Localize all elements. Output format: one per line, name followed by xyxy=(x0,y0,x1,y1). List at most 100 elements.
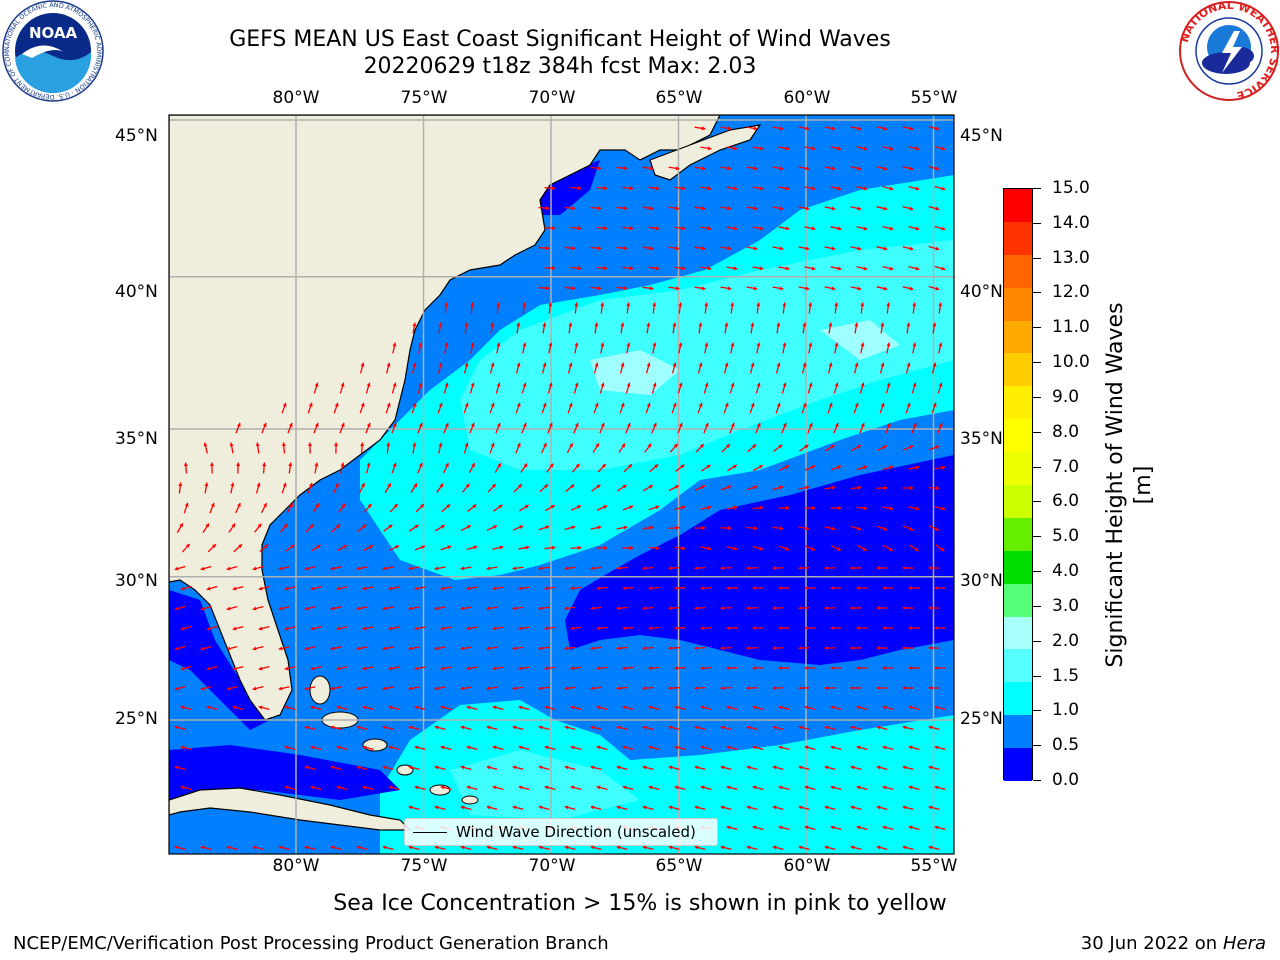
wave-direction-arrow xyxy=(434,686,446,691)
wave-direction-arrow xyxy=(489,442,495,454)
wave-direction-arrow xyxy=(617,484,627,492)
legend-line-icon xyxy=(413,832,447,833)
colorbar-segment xyxy=(1004,287,1032,322)
wave-direction-arrow xyxy=(856,625,868,631)
wave-direction-arrow xyxy=(590,206,602,211)
wave-direction-arrow xyxy=(911,382,917,394)
colorbar-segment xyxy=(1004,715,1032,749)
colorbar-segment xyxy=(1004,748,1032,782)
wave-direction-arrow xyxy=(209,502,215,514)
wave-direction-arrow xyxy=(746,686,758,691)
wave-direction-arrow xyxy=(518,705,530,710)
wave-direction-arrow xyxy=(830,465,842,471)
colorbar-tick xyxy=(1033,640,1041,642)
wave-direction-arrow xyxy=(700,586,712,591)
wave-direction-arrow xyxy=(181,543,191,553)
bahamas-island xyxy=(429,784,451,796)
wave-direction-arrow xyxy=(180,705,192,710)
colorbar-tick xyxy=(1033,396,1041,398)
wave-direction-arrow xyxy=(856,465,868,471)
wave-direction-arrow xyxy=(928,245,940,251)
wave-direction-arrow xyxy=(772,286,784,291)
wave-direction-arrow xyxy=(434,725,446,730)
wave-direction-arrow xyxy=(408,686,420,691)
wave-direction-arrow xyxy=(493,504,503,512)
wave-direction-arrow xyxy=(434,566,446,571)
wave-direction-arrow xyxy=(828,322,833,334)
wave-direction-arrow xyxy=(255,482,261,494)
lon-label-bottom: 80°W xyxy=(272,856,320,876)
wave-direction-arrow xyxy=(567,362,573,374)
wave-direction-arrow xyxy=(252,845,264,850)
wave-direction-arrow xyxy=(778,266,790,271)
wave-direction-arrow xyxy=(338,503,346,513)
wave-direction-arrow xyxy=(747,443,757,453)
wave-direction-arrow xyxy=(414,626,426,631)
colorbar-tick xyxy=(1033,675,1041,677)
wave-direction-arrow xyxy=(174,565,186,571)
wave-direction-arrow xyxy=(935,544,945,552)
wave-direction-arrow xyxy=(646,322,651,334)
wave-direction-arrow xyxy=(726,546,738,551)
wave-direction-arrow xyxy=(590,686,602,691)
wave-direction-arrow xyxy=(808,302,813,314)
wave-direction-arrow xyxy=(512,525,524,531)
wave-direction-arrow xyxy=(934,785,946,790)
colorbar-segment xyxy=(1004,583,1032,618)
wave-direction-arrow xyxy=(876,565,888,571)
wave-direction-arrow xyxy=(798,725,810,730)
wave-direction-arrow xyxy=(438,442,443,454)
wave-direction-arrow xyxy=(512,765,524,770)
wave-direction-arrow xyxy=(313,422,319,434)
wave-direction-arrow xyxy=(284,705,296,710)
wave-direction-arrow xyxy=(616,566,628,571)
wave-direction-arrow xyxy=(486,566,498,571)
wave-direction-arrow xyxy=(364,503,372,513)
wave-direction-arrow xyxy=(778,505,790,510)
wave-direction-arrow xyxy=(723,362,729,374)
chart-title: GEFS MEAN US East Coast Significant Heig… xyxy=(229,27,891,52)
wave-direction-arrow xyxy=(850,126,862,131)
wave-direction-arrow xyxy=(281,402,287,414)
footer-date: 30 Jun 2022 on xyxy=(1080,933,1218,954)
footer-machine: Hera xyxy=(1222,933,1266,954)
wave-direction-arrow xyxy=(876,805,888,810)
wave-direction-arrow xyxy=(720,206,732,211)
wave-direction-arrow xyxy=(938,342,943,354)
wave-direction-arrow xyxy=(856,226,868,231)
wave-direction-arrow xyxy=(596,186,608,191)
wave-direction-arrow xyxy=(544,266,556,271)
wave-direction-arrow xyxy=(625,382,631,394)
lon-label-top: 60°W xyxy=(783,88,831,108)
wave-direction-arrow xyxy=(570,504,582,512)
wave-direction-arrow xyxy=(365,382,371,394)
wave-direction-arrow xyxy=(772,566,784,571)
wave-direction-arrow xyxy=(437,402,443,414)
wave-direction-arrow xyxy=(200,845,212,850)
wave-direction-arrow xyxy=(596,745,608,750)
wave-direction-arrow xyxy=(233,543,243,553)
wave-direction-arrow xyxy=(564,805,576,810)
wave-direction-arrow xyxy=(330,686,342,691)
wave-direction-arrow xyxy=(392,342,397,354)
wave-direction-arrow xyxy=(651,422,657,434)
wave-direction-arrow xyxy=(672,322,677,334)
wave-direction-arrow xyxy=(622,745,634,750)
wave-direction-arrow xyxy=(522,342,527,354)
wave-direction-arrow xyxy=(700,266,712,271)
wave-direction-arrow xyxy=(694,686,706,691)
wave-direction-arrow xyxy=(830,585,842,591)
wave-direction-arrow xyxy=(570,186,582,191)
wave-direction-arrow xyxy=(411,362,417,374)
wave-direction-arrow xyxy=(928,565,940,571)
wave-direction-arrow xyxy=(440,626,452,631)
wave-direction-arrow xyxy=(772,526,784,531)
wave-direction-arrow xyxy=(830,745,842,750)
wave-direction-arrow xyxy=(489,402,495,414)
wave-direction-arrow xyxy=(466,745,478,750)
wave-direction-arrow xyxy=(284,666,296,671)
wave-direction-arrow xyxy=(674,705,686,710)
wave-direction-arrow xyxy=(648,745,660,750)
wave-direction-arrow xyxy=(183,462,188,474)
wave-direction-arrow xyxy=(694,126,706,131)
